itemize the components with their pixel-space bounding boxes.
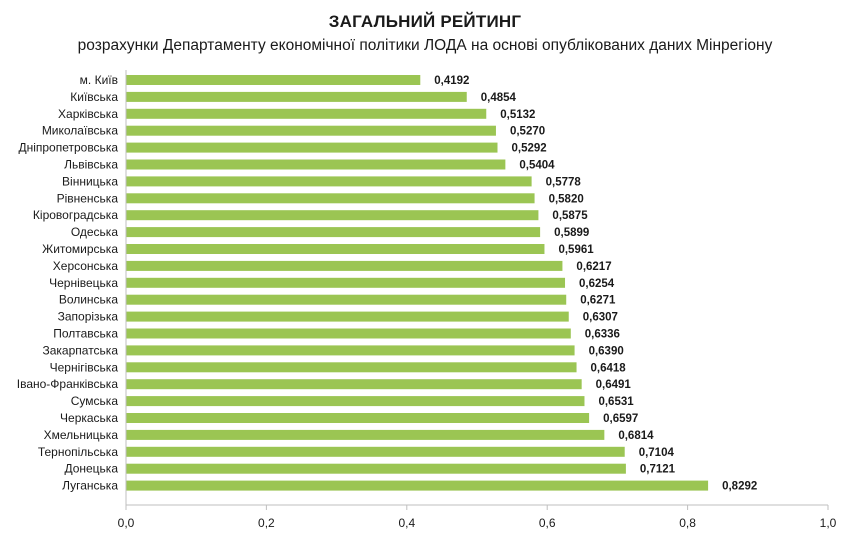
bar <box>126 176 532 187</box>
bar <box>126 227 541 238</box>
data-label: 0,5961 <box>558 244 594 256</box>
bar <box>126 413 590 423</box>
data-label: 0,6254 <box>579 278 615 290</box>
category-label: Івано-Франківська <box>17 377 119 391</box>
bar <box>126 463 626 474</box>
data-label: 0,6814 <box>618 430 654 442</box>
data-label: 0,6491 <box>596 379 632 391</box>
bar <box>126 379 582 390</box>
category-label: Дніпропетровська <box>18 141 118 155</box>
bar <box>126 328 571 339</box>
category-label: Сумська <box>71 394 119 408</box>
bar <box>126 193 535 204</box>
bar <box>126 91 467 102</box>
bar <box>126 429 605 440</box>
bar <box>126 142 498 153</box>
bar <box>126 244 545 254</box>
bar <box>126 362 577 373</box>
bar <box>126 311 569 322</box>
data-label: 0,5820 <box>549 193 584 205</box>
category-label: Хмельницька <box>44 428 119 442</box>
category-label: Миколаївська <box>42 124 119 138</box>
data-label: 0,5875 <box>552 210 588 222</box>
category-label: м. Київ <box>80 73 118 87</box>
category-label: Чернівецька <box>49 276 118 290</box>
bar <box>126 159 506 170</box>
data-label: 0,6271 <box>580 295 616 307</box>
x-tick-label: 0,6 <box>539 516 556 530</box>
data-label: 0,5404 <box>519 160 555 172</box>
bar <box>126 75 421 85</box>
category-label: Кіровоградська <box>33 208 118 222</box>
category-label: Харківська <box>58 107 118 121</box>
x-tick-label: 0,8 <box>679 516 696 530</box>
bar <box>126 480 709 491</box>
data-label: 0,4192 <box>434 75 469 87</box>
category-label: Донецька <box>64 462 118 476</box>
category-label: Черкаська <box>60 411 118 425</box>
bar <box>126 260 563 271</box>
category-label: Одеська <box>71 225 119 239</box>
data-label: 0,5132 <box>500 109 535 121</box>
bar <box>126 108 487 119</box>
category-label: Рівненська <box>57 191 119 205</box>
data-label: 0,6418 <box>591 362 627 374</box>
bar <box>126 210 539 221</box>
bar <box>126 294 567 305</box>
category-label: Тернопільська <box>38 445 118 459</box>
category-label: Полтавська <box>53 327 118 341</box>
x-tick-label: 1,0 <box>820 516 837 530</box>
category-label: Чернігівська <box>50 360 119 374</box>
category-label: Київська <box>70 90 118 104</box>
bar <box>126 277 566 288</box>
x-tick-label: 0,2 <box>258 516 275 530</box>
data-label: 0,5899 <box>554 227 589 239</box>
category-label: Вінницька <box>62 174 118 188</box>
data-label: 0,5778 <box>546 176 582 188</box>
data-label: 0,8292 <box>722 481 757 493</box>
bar <box>126 345 575 356</box>
data-label: 0,6531 <box>598 396 634 408</box>
chart-title: ЗАГАЛЬНИЙ РЕЙТИНГ <box>328 12 522 31</box>
data-label: 0,5292 <box>511 143 546 155</box>
category-label: Закарпатська <box>43 343 119 357</box>
category-label: Львівська <box>64 158 118 172</box>
data-label: 0,6597 <box>603 413 638 425</box>
category-label: Житомирська <box>42 242 118 256</box>
chart-subtitle: розрахунки Департаменту економічної полі… <box>77 37 773 54</box>
bar <box>126 446 625 457</box>
category-label: Волинська <box>59 293 119 307</box>
bar <box>126 396 585 407</box>
category-label: Луганська <box>62 479 118 493</box>
data-label: 0,6390 <box>589 345 624 357</box>
data-label: 0,7104 <box>639 447 675 459</box>
data-label: 0,6336 <box>585 329 620 341</box>
category-label: Запорізька <box>58 310 119 324</box>
data-label: 0,7121 <box>640 464 676 476</box>
data-label: 0,5270 <box>510 126 545 138</box>
data-label: 0,4854 <box>481 92 517 104</box>
bar <box>126 125 496 136</box>
data-label: 0,6307 <box>583 312 618 324</box>
data-label: 0,6217 <box>576 261 611 273</box>
x-tick-label: 0,4 <box>398 516 415 530</box>
x-tick-label: 0,0 <box>118 516 135 530</box>
category-label: Херсонська <box>53 259 119 273</box>
